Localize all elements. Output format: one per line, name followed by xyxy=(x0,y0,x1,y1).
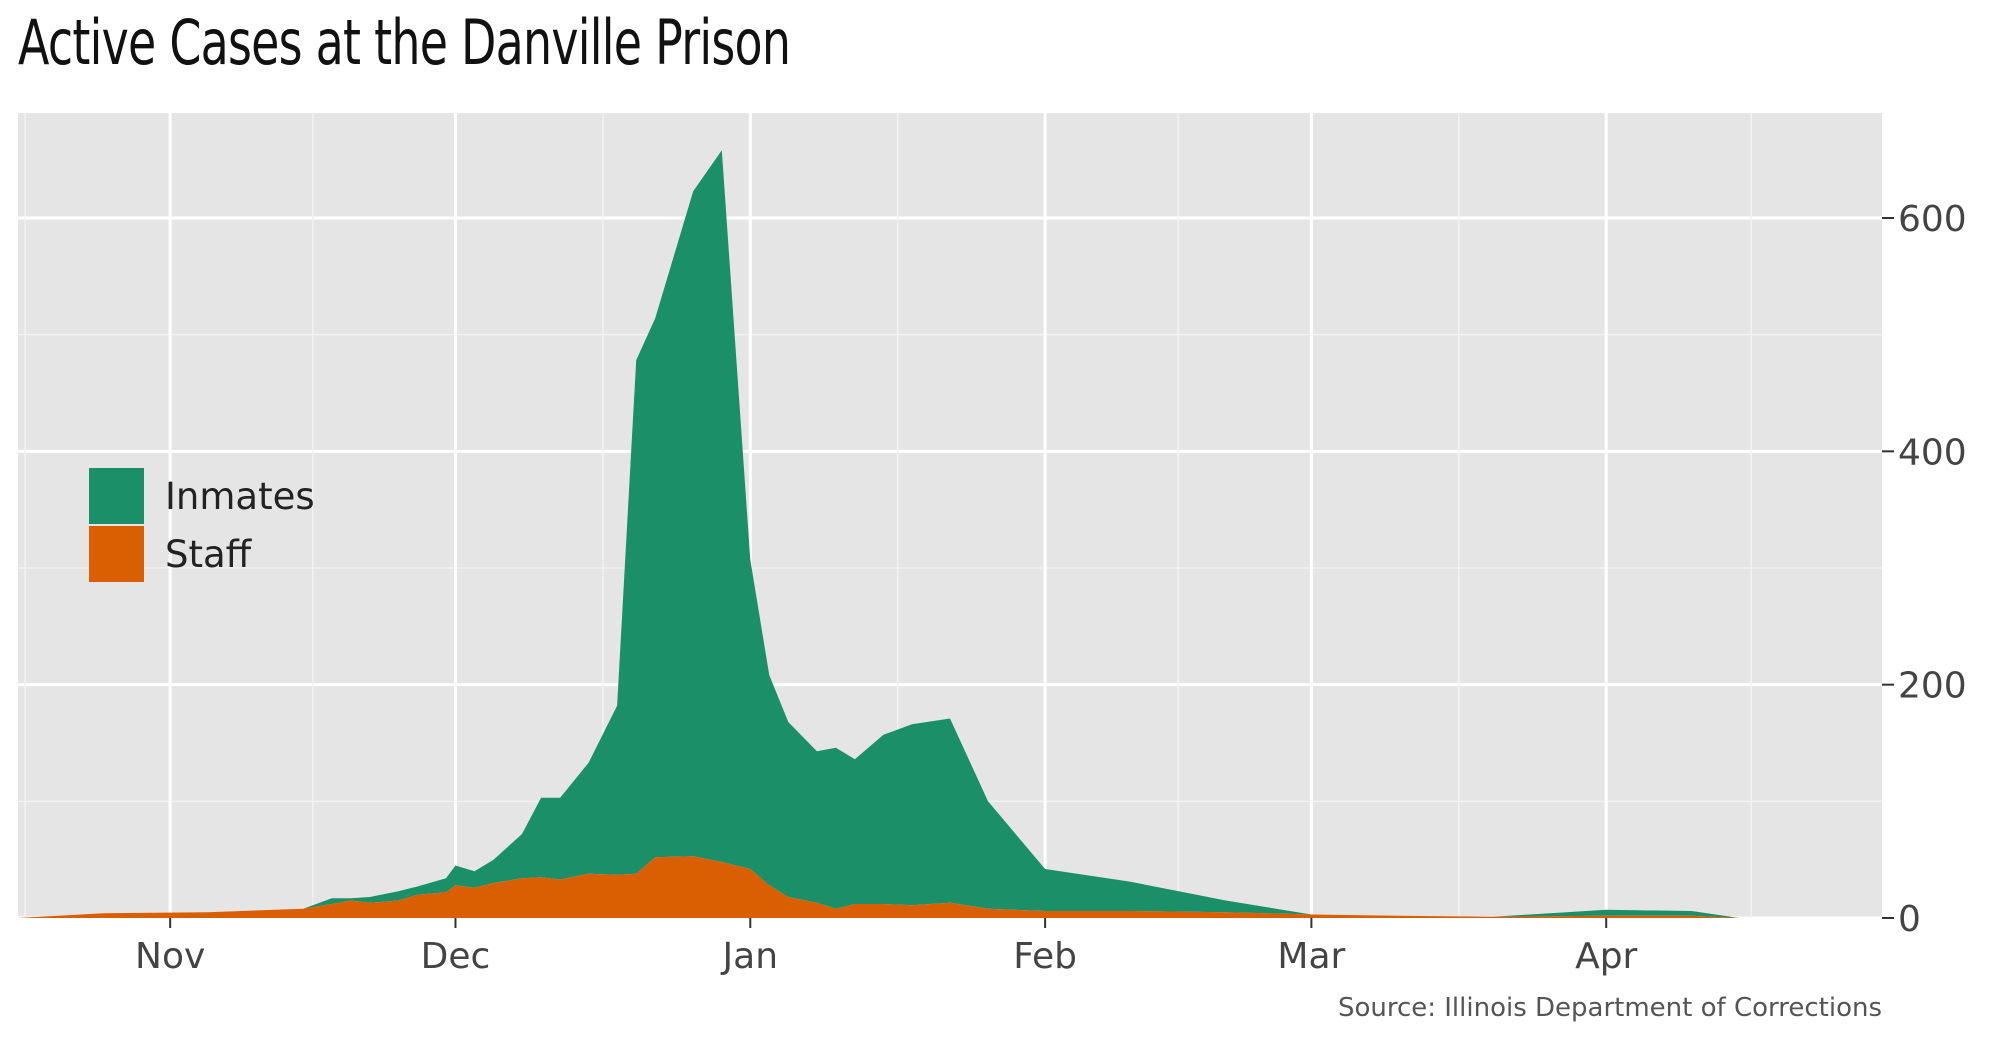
x-tick-label: Nov xyxy=(135,936,205,977)
area-layer xyxy=(18,150,1882,919)
legend-swatch-inmates xyxy=(89,468,144,524)
source-note: Source: Illinois Department of Correctio… xyxy=(1338,993,1882,1023)
y-tick-label: 200 xyxy=(1898,666,1967,707)
x-tick-label: Feb xyxy=(1013,936,1077,977)
legend: Inmates Staff xyxy=(89,468,315,582)
legend-swatch-staff xyxy=(89,526,144,582)
series-area-staff xyxy=(18,856,1882,918)
x-tick-label: Dec xyxy=(421,936,491,977)
y-tick-label: 600 xyxy=(1898,199,1967,240)
chart-title: Active Cases at the Danville Prison xyxy=(18,6,791,79)
x-tick-label: Mar xyxy=(1277,936,1345,977)
legend-label-inmates: Inmates xyxy=(165,475,315,518)
x-axis: Nov Dec Jan Feb Mar Apr xyxy=(135,918,1638,977)
series-area-inmates xyxy=(18,150,1882,919)
legend-label-staff: Staff xyxy=(165,533,253,576)
x-tick-label: Apr xyxy=(1575,936,1637,977)
y-tick-label: 0 xyxy=(1898,899,1921,940)
y-tick-label: 400 xyxy=(1898,432,1967,473)
x-tick-label: Jan xyxy=(721,936,779,977)
y-axis: 0 200 400 600 xyxy=(1882,199,1967,940)
